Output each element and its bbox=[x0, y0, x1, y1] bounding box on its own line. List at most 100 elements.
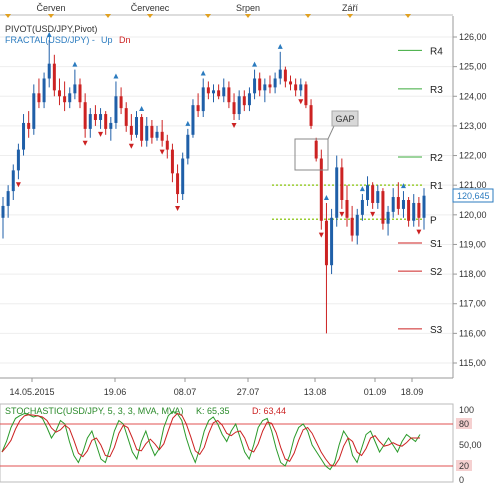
pivot-label: S3 bbox=[430, 325, 443, 336]
week-marker bbox=[305, 14, 311, 18]
candle-body bbox=[237, 96, 241, 115]
month-marker bbox=[48, 14, 54, 18]
week-marker bbox=[405, 14, 411, 18]
candle-body bbox=[196, 105, 200, 112]
month-axis: Červen Červenec Srpen Září bbox=[0, 3, 453, 18]
price-tick-label: 120,00 bbox=[459, 210, 487, 220]
candle-body bbox=[155, 131, 159, 138]
candle-body bbox=[37, 93, 41, 103]
candle-body bbox=[42, 78, 46, 103]
price-tick-label: 115,00 bbox=[459, 358, 486, 368]
stochastic-k: K: 65,35 bbox=[196, 406, 230, 416]
candle-body bbox=[289, 81, 293, 85]
stochastic-axis: 100 80 50,00 20 0 bbox=[456, 405, 482, 485]
fractal-up-marker bbox=[200, 70, 206, 76]
price-tick-label: 118,00 bbox=[459, 269, 486, 279]
price-tick-label: 123,00 bbox=[459, 121, 487, 131]
fractal-up-marker bbox=[185, 120, 191, 126]
candle-body bbox=[273, 78, 277, 88]
fractal-dn-marker bbox=[15, 182, 21, 188]
candle-body bbox=[350, 217, 354, 236]
candle-body bbox=[114, 96, 118, 123]
candle-body bbox=[242, 96, 246, 106]
fractal-dn-marker bbox=[370, 211, 376, 217]
month-label: Září bbox=[342, 3, 359, 13]
candle-body bbox=[73, 84, 77, 94]
pivot-label: R4 bbox=[430, 46, 443, 57]
candle-body bbox=[6, 191, 10, 206]
price-tick-label: 126,00 bbox=[459, 32, 487, 42]
candle-body bbox=[232, 102, 236, 115]
stochastic-axis-label: 50,00 bbox=[459, 440, 482, 450]
candle-body bbox=[186, 134, 190, 159]
candle-body bbox=[83, 102, 87, 129]
candle-body bbox=[160, 131, 164, 141]
month-label: Červenec bbox=[131, 3, 170, 13]
candle-body bbox=[345, 200, 349, 218]
gap-label: GAP bbox=[335, 114, 354, 124]
week-marker bbox=[205, 14, 211, 18]
gap-label-box bbox=[331, 110, 359, 127]
price-tick-label: 122,00 bbox=[459, 151, 487, 161]
candle-body bbox=[104, 114, 108, 129]
candle-body bbox=[381, 191, 385, 224]
candle-body bbox=[309, 105, 313, 126]
stochastic-k-line bbox=[1, 410, 421, 471]
price-tick-label: 116,00 bbox=[459, 328, 486, 338]
stochastic-axis-label: 0 bbox=[459, 475, 464, 485]
candle-body bbox=[88, 114, 92, 129]
stochastic-pane bbox=[0, 403, 454, 483]
date-tick-label: 01.09 bbox=[364, 387, 387, 397]
candle-body bbox=[150, 125, 154, 138]
candle-body bbox=[396, 197, 400, 209]
candle-body bbox=[335, 167, 339, 218]
pivot-label: R1 bbox=[430, 181, 443, 192]
date-tick-label: 19.06 bbox=[104, 387, 127, 397]
price-grid bbox=[0, 36, 453, 364]
candle-body bbox=[386, 211, 390, 224]
candle-body bbox=[201, 87, 205, 112]
price-tick-label: 121,00 bbox=[459, 180, 487, 190]
candle-body bbox=[11, 170, 15, 192]
fractal-up-marker bbox=[46, 31, 52, 37]
month-marker bbox=[147, 14, 153, 18]
candle-body bbox=[314, 140, 318, 159]
candle-body bbox=[299, 84, 303, 91]
week-marker bbox=[105, 14, 111, 18]
candle-body bbox=[391, 197, 395, 212]
candle-body bbox=[263, 84, 267, 91]
candle-body bbox=[47, 63, 51, 79]
candle-body bbox=[145, 125, 149, 141]
candle-body bbox=[407, 200, 411, 221]
candle-body bbox=[247, 93, 251, 106]
candle-body bbox=[376, 191, 380, 203]
fractal-dn-legend: Dn bbox=[119, 35, 131, 45]
candle-body bbox=[294, 84, 298, 91]
candle-body bbox=[401, 200, 405, 209]
pivot-label: S2 bbox=[430, 267, 443, 278]
candle-body bbox=[206, 87, 210, 94]
fractal-dn-marker bbox=[128, 143, 134, 149]
candle-body bbox=[191, 105, 195, 135]
fractal-markers bbox=[15, 31, 422, 238]
candle-body bbox=[212, 90, 215, 94]
week-marker bbox=[5, 14, 11, 18]
candle-body bbox=[68, 93, 72, 103]
candlestick-series bbox=[1, 39, 426, 334]
date-tick-label: 14.05.2015 bbox=[9, 387, 54, 397]
candle-body bbox=[371, 185, 375, 203]
pivot-label: R2 bbox=[430, 153, 443, 164]
stochastic-grid bbox=[0, 423, 453, 467]
date-axis: 14.05.2015 19.06 08.07 27.07 13.08 01.09 18.09 bbox=[9, 378, 423, 397]
pivot-levels: R4 R3 R2 R1 P S1 S2 S3 bbox=[272, 46, 443, 336]
fractal-dn-marker bbox=[416, 229, 422, 235]
candle-body bbox=[304, 84, 308, 106]
candle-body bbox=[253, 78, 257, 94]
candle-body bbox=[32, 93, 36, 129]
fractal-dn-marker bbox=[175, 205, 181, 211]
stochastic-axis-highlight bbox=[456, 418, 472, 429]
fractal-up-marker bbox=[359, 186, 365, 192]
candle-body bbox=[181, 158, 185, 195]
stochastic-axis-highlight bbox=[456, 460, 472, 471]
